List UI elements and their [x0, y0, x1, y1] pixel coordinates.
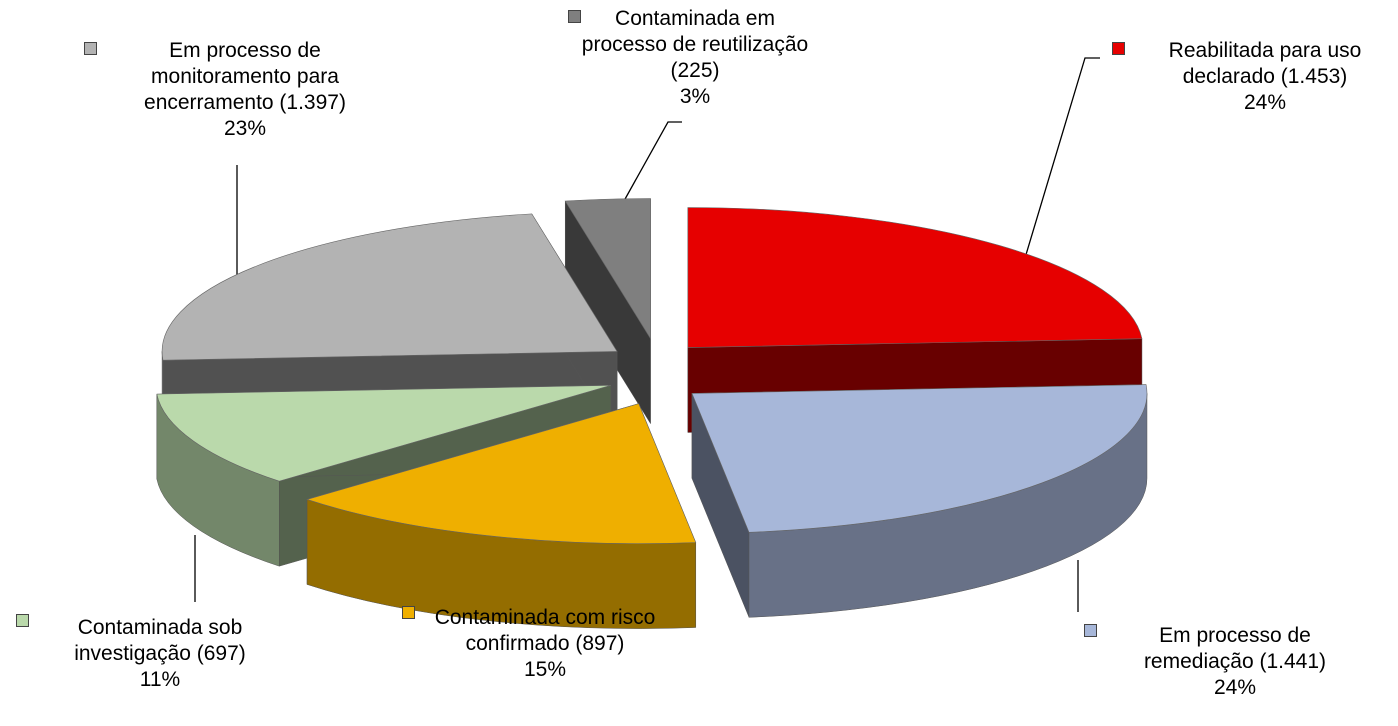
- category-label: Contaminada em processo de reutilização …: [581, 7, 809, 82]
- slice: [306, 403, 697, 544]
- legend-swatch: [16, 614, 29, 627]
- value-label: 23%: [223, 117, 267, 140]
- category-label: Reabilitada para uso declarado (1.453): [1168, 39, 1362, 88]
- value-label: 11%: [139, 668, 181, 691]
- category-label: Contaminada com risco confirmado (897): [434, 606, 656, 655]
- slice-label: Em processo de remediação (1.441) 24%: [1105, 623, 1365, 701]
- leader-lines: [194, 57, 1100, 612]
- slice-label: Contaminada com risco confirmado (897) 15…: [425, 605, 665, 683]
- slice: [161, 213, 618, 361]
- slice: [687, 207, 1143, 348]
- legend-swatch: [1084, 624, 1097, 637]
- legend-swatch: [1112, 42, 1125, 55]
- legend-swatch: [568, 10, 581, 23]
- value-label: 15%: [523, 658, 567, 681]
- slice-label: Em processo de monitoramento para encerr…: [105, 38, 385, 142]
- value-label: 24%: [1243, 91, 1287, 114]
- slice-label: Contaminada em processo de reutilização …: [575, 6, 815, 110]
- slice: [156, 385, 612, 482]
- category-label: Contaminada sob investigação (697): [74, 616, 246, 665]
- value-label: 24%: [1213, 676, 1257, 699]
- slice: [564, 198, 651, 340]
- leader-line: [1021, 57, 1100, 269]
- category-label: Em processo de remediação (1.441): [1143, 624, 1327, 673]
- leader-line: [604, 121, 682, 236]
- legend-swatch: [84, 42, 97, 55]
- slice: [691, 384, 1148, 533]
- legend-swatch: [402, 606, 415, 619]
- slice-label: Reabilitada para uso declarado (1.453) 24…: [1125, 38, 1398, 116]
- value-label: 3%: [679, 85, 711, 108]
- category-label: Em processo de monitoramento para encerr…: [144, 39, 346, 114]
- slice-label: Contaminada sob investigação (697) 11%: [20, 615, 300, 693]
